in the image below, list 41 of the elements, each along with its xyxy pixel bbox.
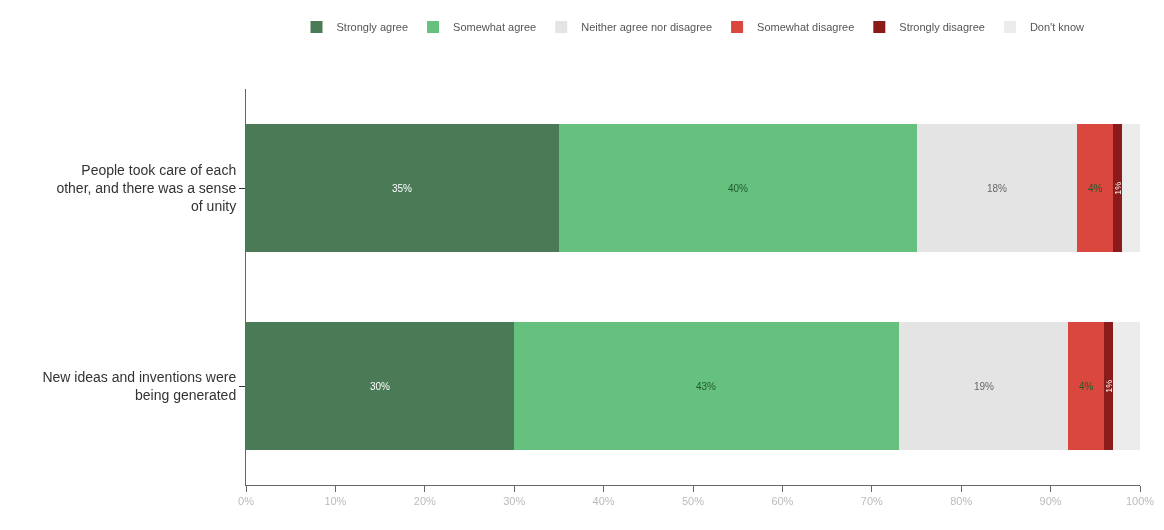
bar	[514, 321, 899, 451]
y-tick-label: New ideas and inventions were being generated	[42, 368, 237, 403]
x-tick-label: 60%	[771, 495, 794, 508]
bar	[246, 321, 515, 451]
data-label: 40%	[728, 183, 749, 194]
data-label: 4%	[1088, 183, 1103, 194]
legend-label: Somewhat disagree	[757, 21, 855, 34]
x-tick-label: 90%	[1039, 495, 1062, 508]
x-tick-label: 10%	[324, 495, 347, 508]
legend-label: Don't know	[1029, 21, 1085, 34]
bar	[1068, 321, 1105, 451]
x-tick-label: 20%	[413, 495, 437, 508]
data-label: 4%	[1079, 381, 1094, 392]
bar	[246, 123, 559, 253]
bar	[1077, 123, 1114, 253]
x-tick-label: 30%	[503, 495, 526, 508]
x-tick-label: 80%	[950, 495, 973, 508]
bar	[1113, 321, 1140, 451]
data-label: 19%	[974, 381, 995, 392]
legend-label: Strongly disagree	[899, 21, 985, 34]
legend-label: Strongly agree	[336, 21, 409, 34]
x-tick-label: 100%	[1125, 495, 1155, 508]
bar	[916, 123, 1078, 253]
bar	[1122, 123, 1140, 253]
data-label: 43%	[696, 381, 717, 392]
y-tick-label: People took care of each other, and there was a sense of unity	[56, 161, 237, 215]
data-label: 30%	[370, 381, 391, 392]
data-label: 1%	[1103, 379, 1114, 393]
x-tick-label: 40%	[592, 495, 615, 508]
data-label: 35%	[392, 183, 413, 194]
legend-label: Somewhat agree	[453, 21, 537, 34]
x-tick-label: 0%	[238, 495, 255, 508]
legend-label: Neither agree nor disagree	[581, 21, 713, 34]
bar	[1113, 123, 1123, 253]
bar	[558, 123, 917, 253]
x-tick-label: 70%	[860, 495, 884, 508]
bar	[898, 321, 1069, 451]
bar	[1104, 321, 1114, 451]
data-label: 18%	[987, 183, 1008, 194]
x-tick-label: 50%	[681, 495, 705, 508]
data-label: 1%	[1112, 181, 1123, 195]
